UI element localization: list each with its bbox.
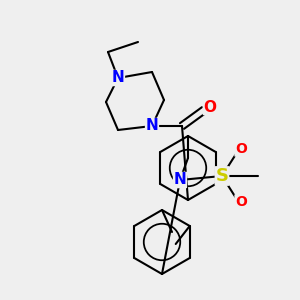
Text: O: O bbox=[235, 142, 247, 156]
Text: N: N bbox=[174, 172, 186, 188]
Text: S: S bbox=[215, 167, 229, 185]
Text: N: N bbox=[112, 70, 124, 86]
Text: O: O bbox=[203, 100, 217, 115]
Text: O: O bbox=[235, 195, 247, 209]
Text: N: N bbox=[146, 118, 158, 134]
